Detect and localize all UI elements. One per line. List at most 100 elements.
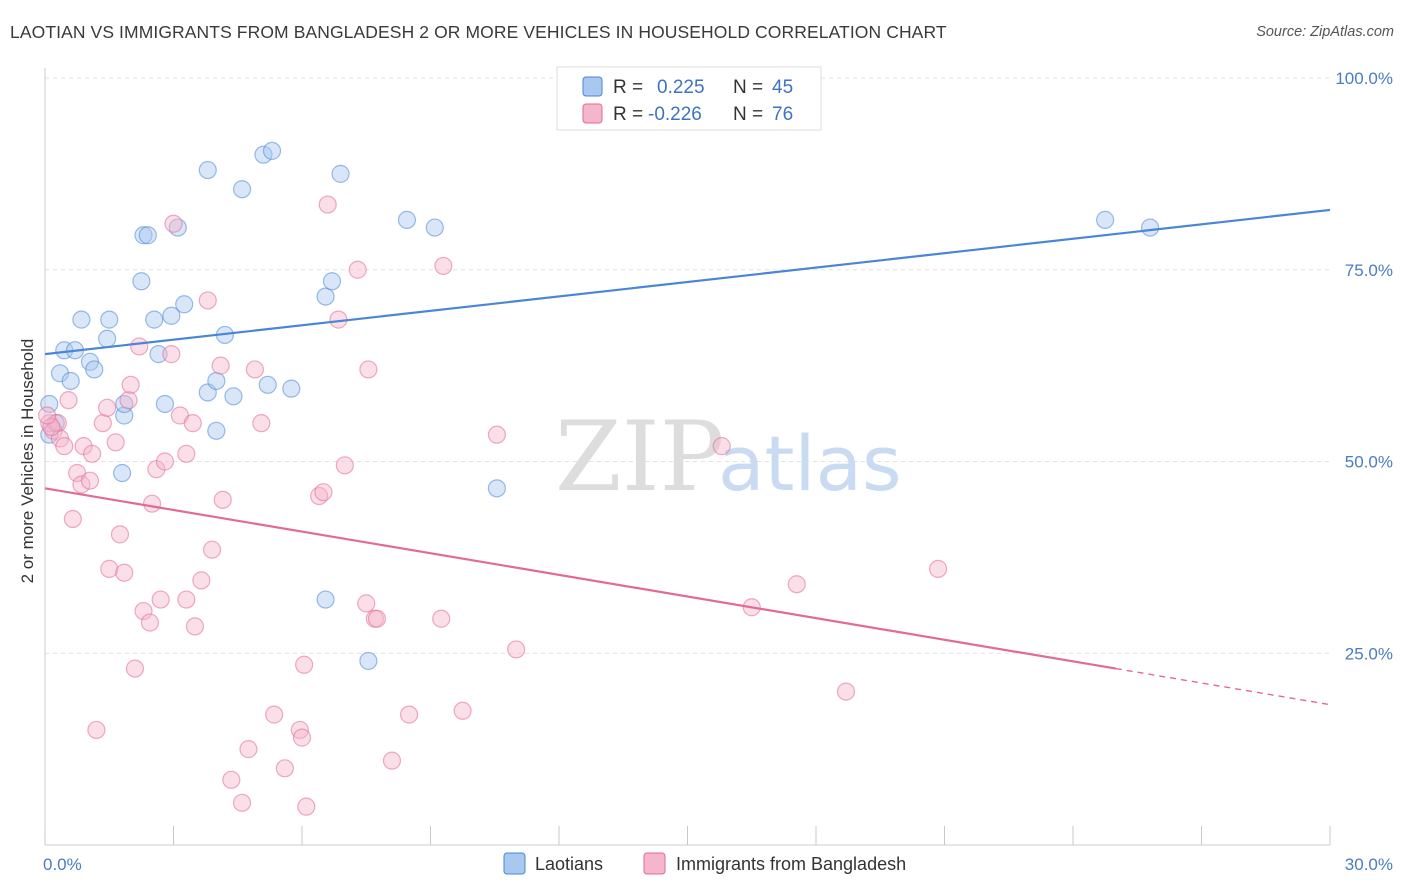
point-bangladesh [177, 444, 196, 463]
point-bangladesh [367, 609, 387, 628]
y-tick-labels: 25.0% 50.0% 75.0% 100.0% [1335, 69, 1393, 663]
point-laotians [100, 310, 119, 329]
point-bangladesh [295, 655, 314, 674]
point-bangladesh [38, 406, 57, 425]
point-bangladesh [453, 701, 472, 720]
watermark-atlas: atlas [718, 419, 902, 508]
point-bangladesh [100, 559, 119, 578]
point-laotians [112, 463, 132, 483]
legend-r-label: R = [613, 104, 643, 125]
point-bangladesh [245, 360, 264, 379]
point-bangladesh [130, 337, 149, 356]
data-points [38, 141, 1160, 816]
source-credit: Source: ZipAtlas.com [1256, 24, 1394, 40]
point-laotians [61, 371, 80, 391]
point-laotians [132, 272, 151, 291]
watermark: ZIP atlas [555, 401, 902, 513]
point-bangladesh [87, 720, 106, 740]
point-bangladesh [119, 391, 138, 410]
point-bangladesh [177, 590, 196, 609]
point-bangladesh [836, 682, 856, 701]
point-bangladesh [314, 483, 333, 502]
point-laotians [316, 287, 335, 306]
point-bangladesh [265, 705, 284, 724]
legend-label-bangladesh: Immigrants from Bangladesh [676, 854, 906, 874]
axes [44, 68, 1331, 846]
point-bangladesh [928, 559, 948, 578]
point-laotians [85, 360, 104, 379]
point-bangladesh [121, 375, 140, 394]
x-tick-labels: 0.0% 30.0% [43, 855, 1393, 874]
point-bangladesh [487, 425, 506, 444]
point-laotians [258, 375, 277, 394]
point-laotians [316, 590, 335, 609]
point-bangladesh [98, 398, 117, 417]
point-laotians [487, 479, 506, 498]
point-laotians [162, 306, 181, 325]
point-bangladesh [275, 759, 294, 778]
point-laotians [1096, 210, 1115, 229]
point-bangladesh [140, 613, 160, 632]
point-bangladesh [83, 444, 102, 463]
y-tick-label: 75.0% [1345, 261, 1393, 280]
point-bangladesh [115, 563, 134, 582]
point-bangladesh [432, 609, 451, 628]
legend-r-value-bangladesh: -0.226 [648, 104, 702, 125]
point-bangladesh [80, 471, 100, 490]
trend-line-laotians [44, 208, 1331, 356]
legend-label-laotians: Laotians [535, 854, 603, 874]
trend-line-bangladesh-extension [1115, 667, 1331, 706]
point-laotians [198, 160, 217, 180]
point-laotians [40, 394, 59, 414]
point-laotians [72, 310, 91, 329]
point-bangladesh [252, 414, 271, 433]
point-bangladesh [202, 540, 222, 559]
point-bangladesh [222, 770, 241, 789]
y-tick-label: 50.0% [1345, 453, 1393, 472]
point-laotians [207, 421, 226, 440]
point-laotians [331, 164, 350, 183]
point-bangladesh [110, 525, 130, 544]
trend-line-bangladesh [44, 487, 1117, 670]
point-bangladesh [134, 601, 153, 621]
point-laotians [207, 371, 226, 391]
legend-r-value-laotians: 0.225 [657, 77, 705, 98]
point-bangladesh [42, 417, 61, 437]
legend-swatch-bangladesh [582, 103, 603, 124]
chart-title: LAOTIAN VS IMMIGRANTS FROM BANGLADESH 2 … [10, 22, 947, 42]
point-bangladesh [211, 356, 230, 375]
point-laotians [145, 310, 164, 329]
correlation-legend: R = 0.225 N = 45 R = -0.226 N = 76 [556, 66, 822, 131]
point-bangladesh [239, 740, 258, 759]
grid-lines [45, 77, 1330, 654]
y-tick-label: 25.0% [1345, 644, 1393, 663]
point-bangladesh [125, 659, 145, 678]
point-laotians [138, 226, 157, 245]
point-laotians [155, 394, 175, 414]
point-bangladesh [507, 640, 526, 659]
point-laotians [262, 141, 282, 160]
point-bangladesh [357, 594, 376, 613]
point-bangladesh [198, 291, 217, 310]
legend-n-value-laotians: 45 [772, 77, 793, 98]
point-bangladesh [359, 360, 378, 379]
point-laotians [1140, 218, 1160, 237]
point-bangladesh [232, 793, 252, 812]
x-tick-label-max: 30.0% [1345, 855, 1393, 874]
point-bangladesh [348, 260, 367, 279]
point-bangladesh [185, 617, 205, 636]
point-bangladesh [213, 490, 232, 509]
point-bangladesh [382, 751, 402, 770]
point-bangladesh [55, 437, 74, 456]
y-axis-label: 2 or more Vehicles in Household [18, 339, 37, 584]
point-bangladesh [787, 575, 806, 594]
point-bangladesh [318, 195, 337, 214]
point-bangladesh [93, 414, 112, 433]
legend-n-label: N = [733, 104, 763, 125]
point-laotians [98, 329, 117, 348]
point-laotians [254, 145, 273, 164]
point-bangladesh [155, 452, 175, 471]
point-bangladesh [162, 345, 181, 364]
point-bangladesh [63, 509, 82, 529]
